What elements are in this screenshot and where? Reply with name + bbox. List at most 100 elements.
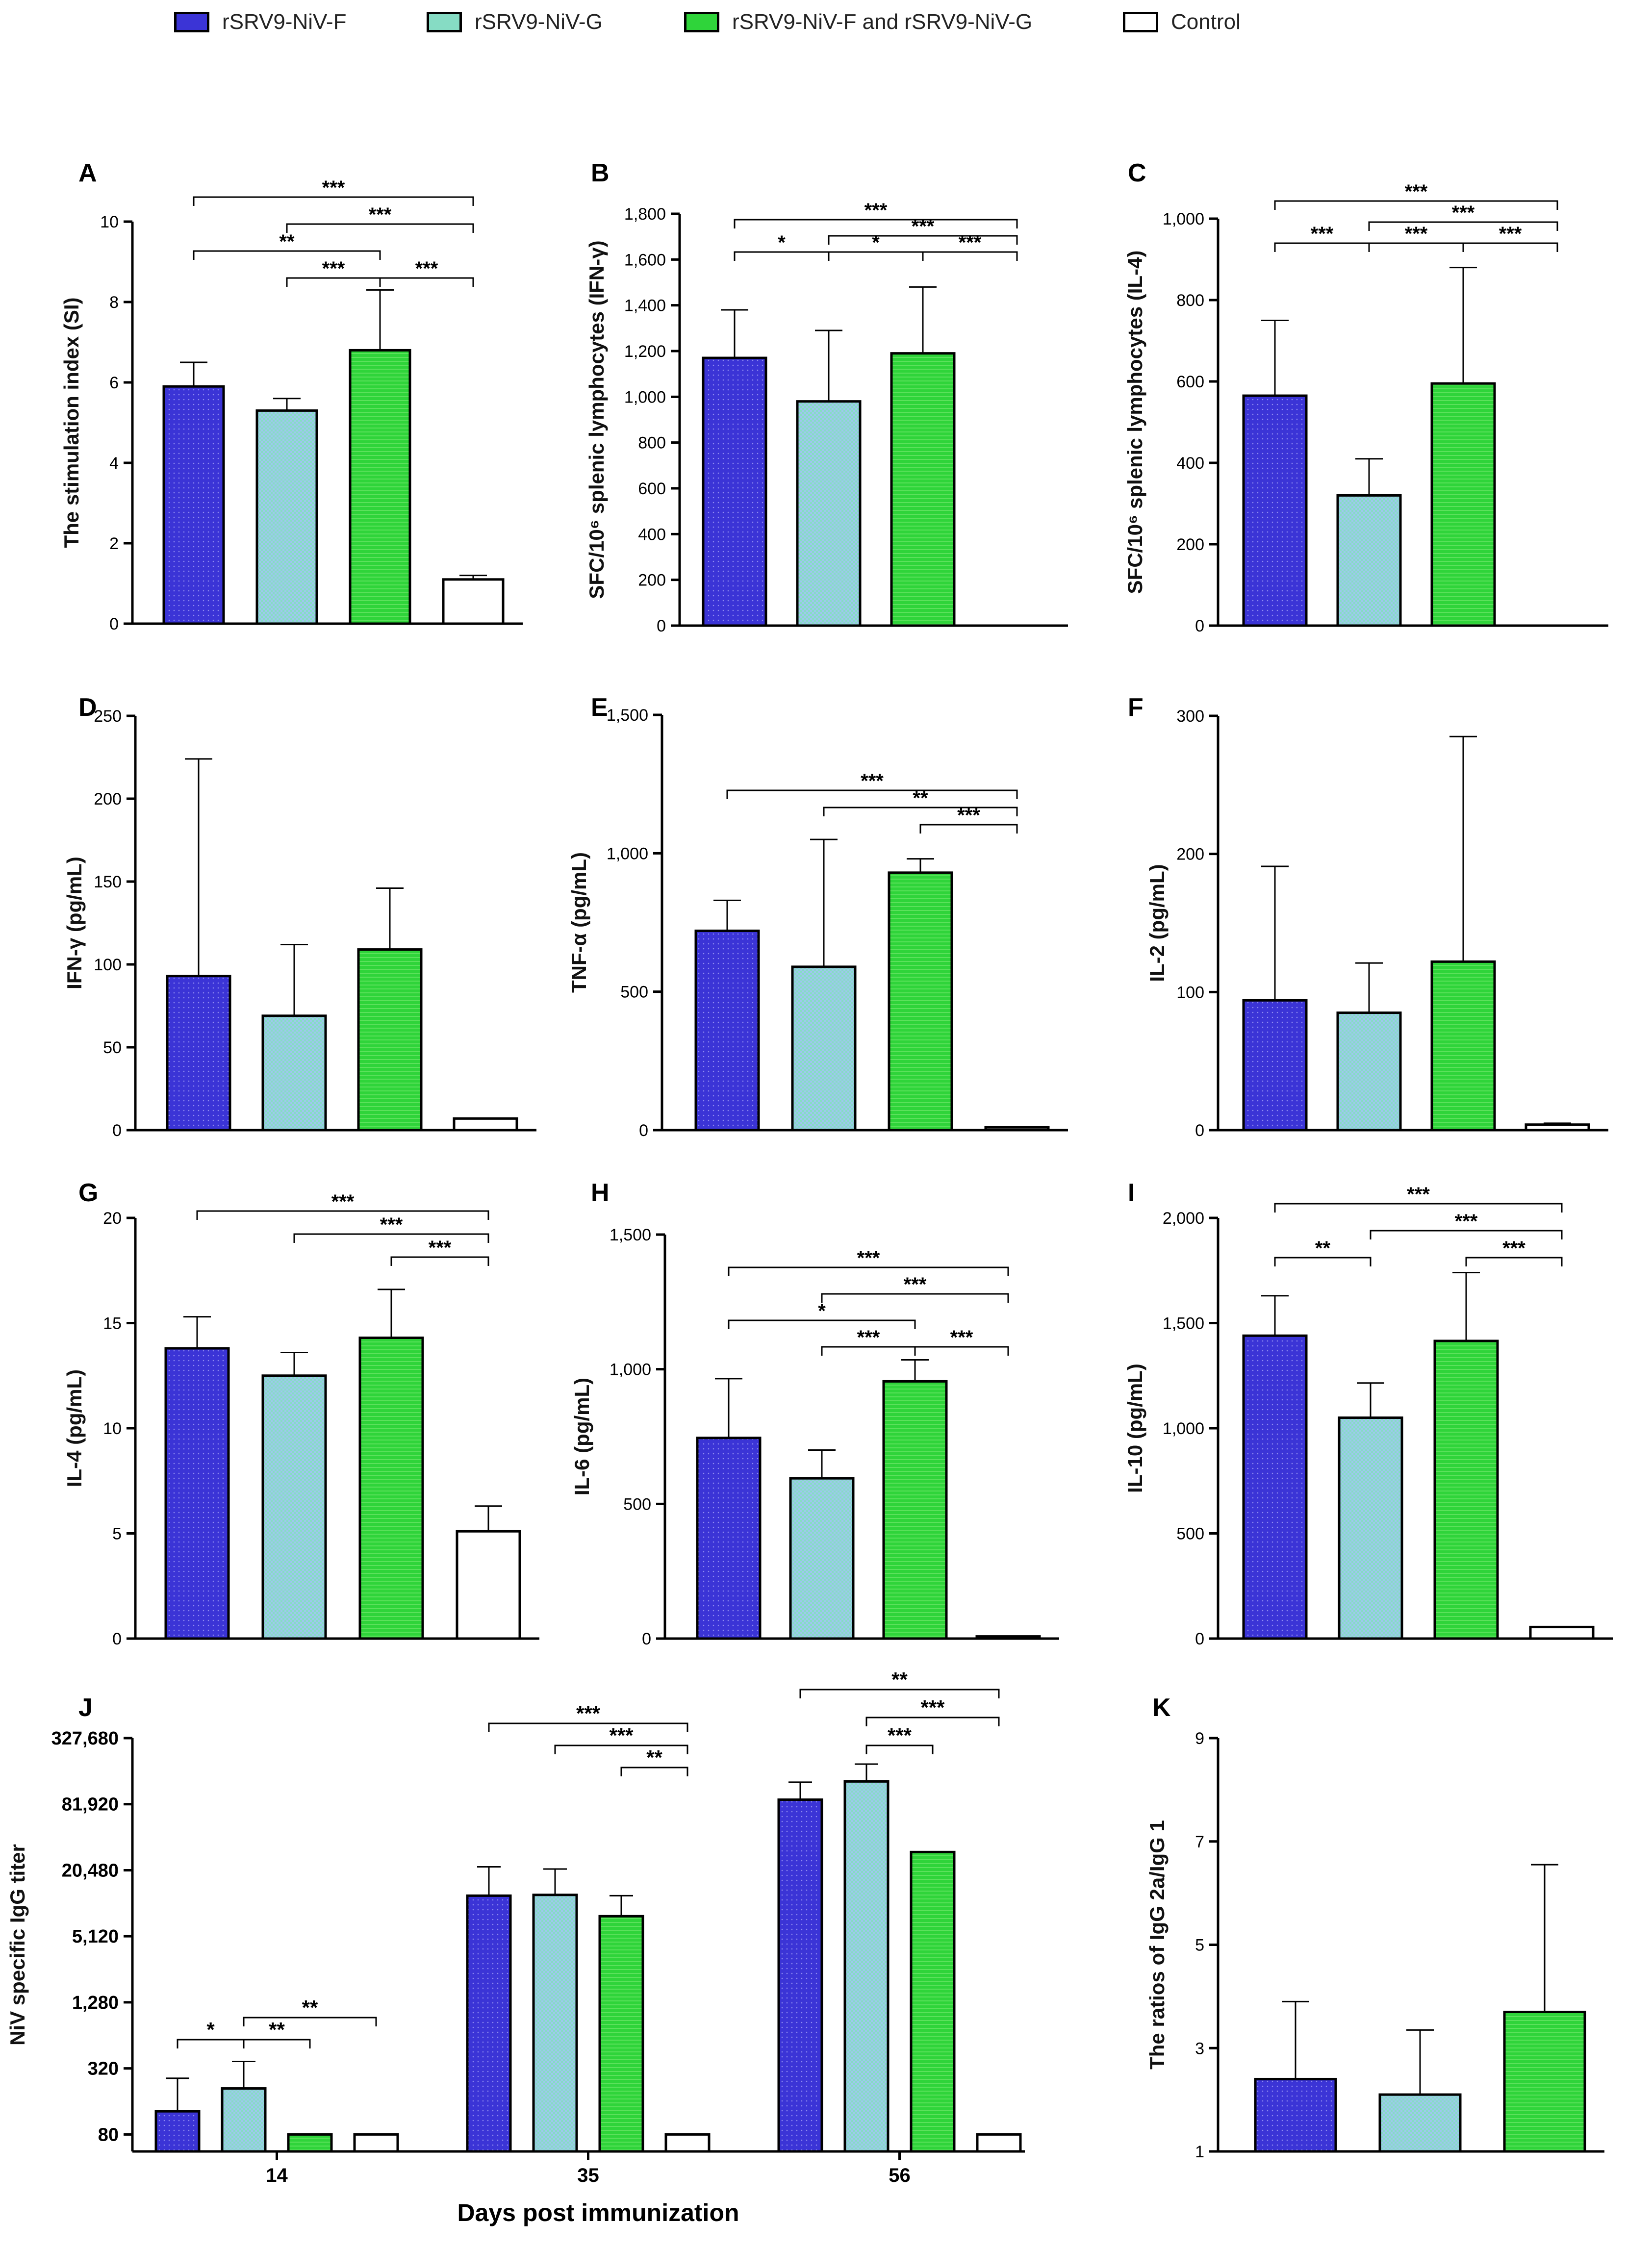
y-tick-label: 300 [1176, 707, 1204, 726]
bar-g [1378, 2093, 1462, 2153]
significance-bracket [1274, 200, 1558, 210]
panel-c: C 0 200 400 600 800 1,000 SFC/10⁶ splenic lymph… [1123, 159, 1608, 635]
y-tick-label: 500 [623, 1495, 651, 1514]
significance-label: *** [429, 1237, 452, 1259]
bar-c [456, 1530, 521, 1640]
significance-bracket [488, 1722, 688, 1732]
bar-f [696, 1437, 762, 1640]
legend-label-control: Control [1171, 10, 1241, 34]
y-tick-label: 0 [639, 1121, 648, 1140]
bar-g [261, 1014, 327, 1132]
significance-bracket [1462, 242, 1558, 252]
significance-bracket [1274, 1257, 1372, 1266]
panel-label-h: H [591, 1179, 610, 1207]
legend-label-f: rSRV9-NiV-F [222, 10, 347, 34]
significance-label: *** [912, 216, 935, 237]
significance-label: ** [1315, 1238, 1331, 1259]
bar-fg [287, 2133, 333, 2153]
bar-fg [357, 948, 423, 1132]
y-tick-label: 1,200 [624, 342, 666, 361]
bar-g [789, 1477, 855, 1640]
y-tick-label: 0 [1195, 617, 1204, 635]
y-tick-label: 9 [1195, 1729, 1204, 1748]
y-axis-label: IL-10 (pg/mL) [1123, 1364, 1146, 1493]
y-tick-label: 5,120 [72, 1926, 119, 1947]
bar-c [453, 1117, 518, 1132]
significance-label: *** [331, 1191, 355, 1213]
y-tick-label: 400 [1176, 454, 1204, 473]
y-tick-label: 15 [103, 1314, 122, 1333]
significance-label: ** [646, 1746, 662, 1769]
significance-label: * [778, 232, 786, 253]
bar-fg [598, 1915, 644, 2153]
legend-item-f: rSRV9-NiV-F [174, 9, 346, 35]
legend-swatch-g [427, 12, 462, 32]
significance-bracket [865, 1717, 1000, 1726]
bar-fg [1430, 960, 1496, 1132]
y-tick-label: 6 [109, 374, 119, 392]
legend-swatch-fg [684, 12, 719, 32]
y-tick-label: 1,000 [1163, 210, 1204, 228]
bar-f [1254, 2077, 1337, 2153]
significance-bracket [620, 1767, 688, 1776]
significance-label: *** [1455, 1211, 1478, 1232]
y-tick-label: 1,500 [607, 706, 648, 725]
bar-c [664, 2133, 711, 2153]
significance-bracket [828, 235, 1018, 245]
significance-label: *** [415, 258, 438, 279]
bar-c [353, 2133, 399, 2153]
y-tick-label: 0 [112, 1630, 122, 1648]
bar-g [791, 965, 857, 1132]
bar-c [1529, 1625, 1595, 1640]
x-tick-label: 56 [889, 2165, 911, 2186]
y-tick-label: 10 [100, 213, 119, 231]
y-tick-label: 320 [88, 2059, 119, 2079]
bar-g [796, 400, 862, 627]
significance-label: *** [950, 1327, 973, 1348]
significance-bracket [293, 1233, 489, 1243]
y-axis-label: IL-4 (pg/mL) [63, 1369, 86, 1487]
significance-label: * [872, 232, 880, 253]
significance-label: *** [864, 200, 888, 221]
y-tick-label: 3 [1195, 2039, 1204, 2058]
y-tick-label: 5 [112, 1525, 122, 1543]
bar-c [976, 2133, 1022, 2153]
panel-d: D 0 50 100 150 200 250 IFN-γ (pg/mL) [63, 693, 536, 1140]
y-tick-label: 200 [1176, 845, 1204, 864]
y-tick-label: 2,000 [1163, 1209, 1204, 1228]
bar-f [777, 1798, 823, 2153]
significance-label: *** [857, 1327, 880, 1348]
bar-g [843, 1780, 890, 2153]
significance-label: ** [269, 2018, 285, 2041]
y-tick-label: 8 [109, 293, 119, 312]
panel-k: K 1 3 5 7 9 The ratios of IgG 2a/IgG 1 [1145, 1693, 1604, 2161]
bar-f [1242, 394, 1308, 627]
panel-j: J 80 320 1,280 5,120 20,480 81,920 327,680 NiV s… [6, 1668, 1025, 2226]
y-tick-label: 400 [638, 525, 666, 544]
bar-f [466, 1894, 512, 2153]
y-tick-label: 80 [98, 2124, 119, 2145]
y-tick-label: 600 [1176, 373, 1204, 391]
significance-bracket [1274, 1203, 1563, 1213]
significance-label: *** [920, 1696, 945, 1719]
panel-g: G 0 5 10 15 20 IL-4 (pg/mL) *** *** *** [63, 1179, 539, 1648]
y-tick-label: 0 [642, 1630, 651, 1648]
significance-bracket [914, 1346, 1009, 1356]
panel-label-k: K [1152, 1693, 1171, 1722]
significance-bracket [799, 1689, 1000, 1698]
panel-f: F 0 100 200 300 IL-2 (pg/mL) [1128, 693, 1608, 1140]
panel-label-g: G [78, 1179, 98, 1207]
bar-c [975, 1635, 1041, 1640]
significance-label: *** [888, 1724, 912, 1747]
significance-bracket [919, 824, 1018, 834]
bar-fg [1503, 2010, 1586, 2153]
significance-label: ** [279, 231, 295, 253]
y-tick-label: 1,000 [610, 1361, 651, 1379]
legend-item-g: rSRV9-NiV-G [427, 9, 603, 35]
y-tick-label: 1,000 [607, 844, 648, 863]
significance-bracket [728, 1266, 1009, 1276]
y-axis-label: SFC/10⁶ splenic lymphocytes (IFN-γ) [585, 240, 608, 599]
